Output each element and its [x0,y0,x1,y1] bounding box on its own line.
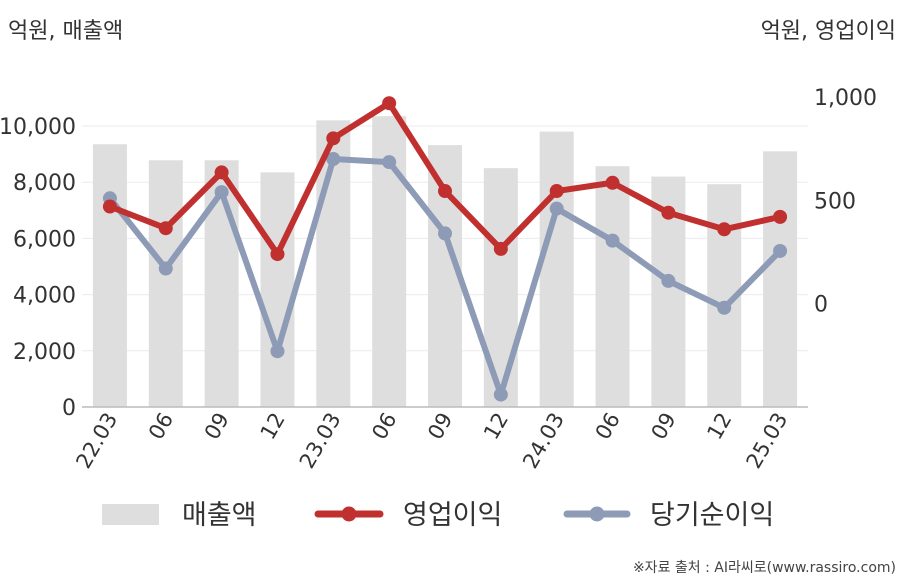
operating-profit-point [102,199,117,214]
operating-profit-point [438,184,452,199]
net-income-point [270,344,285,359]
legend-marker-net-income [589,506,605,522]
operating-profit-point [382,96,397,111]
net-income-point [158,261,173,276]
left-axis-label: 억원, 매출액 [8,19,123,44]
left-tick-label: 8,000 [13,171,76,196]
revenue-bar [204,160,239,407]
net-income-point [605,233,620,248]
x-tick-label: 06 [144,409,178,444]
revenue-bar [595,166,630,407]
x-tick-label: 24.03 [518,409,569,473]
x-tick-label: 22.03 [71,409,122,473]
right-tick-label: 1,000 [814,86,877,111]
net-income-point [549,201,564,216]
legend-swatch-revenue [102,504,159,525]
operating-profit-point [605,175,620,190]
right-axis-label: 억원, 영업이익 [761,19,896,44]
operating-profit-point [773,209,788,224]
x-tick-label: 12 [479,409,513,444]
operating-profit-point [326,131,341,146]
net-income-point [214,185,229,200]
left-tick-label: 2,000 [13,340,76,365]
revenue-bar [763,151,798,407]
legend: 매출액 영업이익 당기순이익 [102,500,774,531]
x-tick-label: 06 [367,409,401,444]
x-tick-label: 12 [256,409,290,444]
source-note: ※자료 출처 : AI라씨로(www.rassiro.com) [633,560,896,576]
x-tick-label: 23.03 [295,409,346,473]
left-tick-label: 0 [62,396,76,421]
right-axis-ticks: 0 500 1,000 [814,86,877,318]
net-income-point [661,273,676,288]
operating-profit-point [214,165,229,180]
operating-profit-point [270,247,285,262]
x-tick-label: 09 [200,409,234,444]
revenue-bar [148,160,183,407]
net-income-point [438,226,452,241]
revenue-bar [92,144,127,407]
operating-profit-point [493,241,508,256]
profit-lines [102,96,788,402]
legend-label-operating-profit: 영업이익 [403,500,502,531]
left-tick-label: 4,000 [13,284,76,309]
revenue-bars [92,116,798,407]
net-income-point [493,387,508,402]
net-income-point [382,155,397,170]
legend-marker-operating-profit [341,506,357,522]
x-tick-label: 25.03 [742,409,793,473]
legend-label-revenue: 매출액 [182,500,257,531]
x-tick-label: 12 [702,409,736,444]
right-tick-label: 500 [814,189,856,214]
legend-label-net-income: 당기순이익 [650,500,774,531]
left-tick-label: 10,000 [0,115,76,140]
x-tick-label: 06 [591,409,625,444]
operating-profit-point [661,205,676,220]
x-tick-label: 09 [647,409,681,444]
right-tick-label: 0 [814,293,828,318]
left-tick-label: 6,000 [13,227,76,252]
operating-profit-point [158,221,173,236]
revenue-bar [539,131,574,407]
net-income-point [773,243,788,258]
operating-profit-point [717,222,732,237]
x-axis-ticks: 22.03 06 09 12 23.03 06 09 12 24.03 06 09 12 25.03 [71,409,792,473]
revenue-bar [260,172,295,407]
revenue-bar [483,168,518,407]
left-axis-ticks: 0 2,000 4,000 6,000 8,000 10,000 [0,115,76,421]
net-income-point [326,152,341,166]
operating-profit-point [549,184,564,199]
x-tick-label: 09 [423,409,457,444]
net-income-point [717,300,732,315]
